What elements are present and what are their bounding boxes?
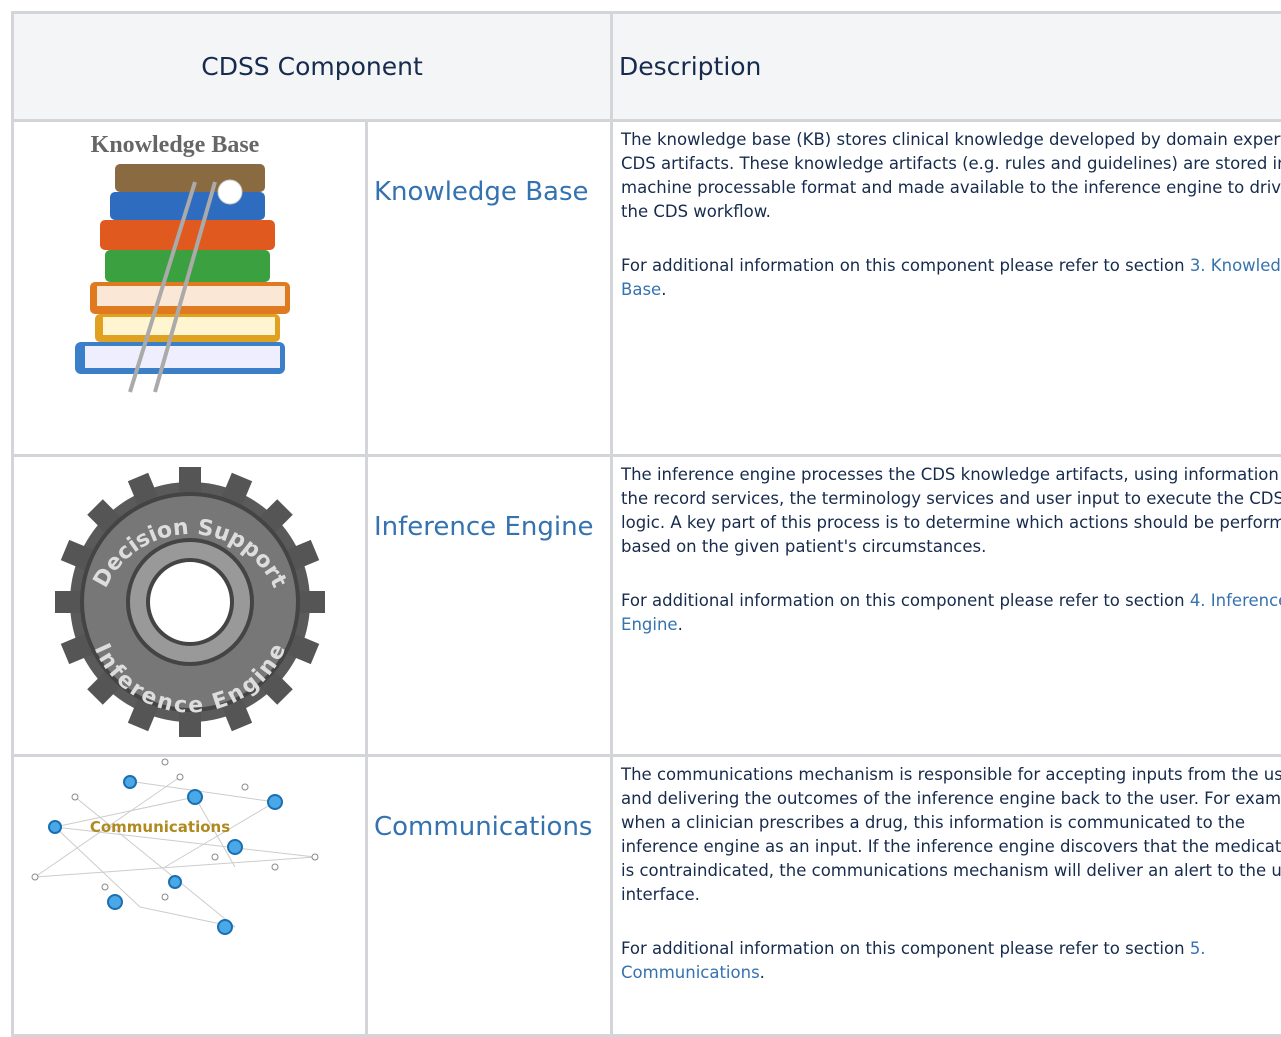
component-name: Communications	[367, 756, 612, 1036]
books-image: Knowledge Base	[15, 122, 365, 422]
row: Knowledge Base Knowledge Base The knowle…	[13, 121, 1281, 456]
row: Decision Support Inference Engine Infere…	[13, 456, 1281, 756]
reference-text: For additional information on this compo…	[621, 256, 1190, 275]
component-table: CDSS Component Description Knowledge Bas…	[11, 11, 1281, 1037]
description-cell: The communications mechanism is responsi…	[612, 756, 1281, 1036]
image-cell: Knowledge Base	[13, 121, 367, 456]
description-cell: The inference engine processes the CDS k…	[612, 456, 1281, 756]
reference-text: For additional information on this compo…	[621, 939, 1190, 958]
image-text: Knowledge Base	[90, 132, 259, 158]
image-text: Communications	[89, 818, 229, 836]
header-row: CDSS Component Description	[13, 13, 1281, 121]
reference-end: .	[661, 280, 666, 299]
reference-end: .	[760, 963, 765, 982]
header-cell: Description	[612, 13, 1281, 121]
gear-image: Decision Support Inference Engine	[15, 457, 365, 747]
network-image: Communications	[15, 757, 365, 957]
reference: For additional information on this compo…	[621, 589, 1281, 637]
image-cell: Communications	[13, 756, 367, 1036]
reference-end: .	[678, 615, 683, 634]
row: Communications Communications The commun…	[13, 756, 1281, 1036]
reference: For additional information on this compo…	[621, 937, 1281, 985]
header-cell: CDSS Component	[13, 13, 612, 121]
description: The inference engine processes the CDS k…	[621, 463, 1281, 559]
image-cell: Decision Support Inference Engine	[13, 456, 367, 756]
description: The communications mechanism is responsi…	[621, 763, 1281, 907]
reference: For additional information on this compo…	[621, 254, 1281, 302]
description-cell: The knowledge base (KB) stores clinical …	[612, 121, 1281, 456]
component-name: Knowledge Base	[367, 121, 612, 456]
reference-text: For additional information on this compo…	[621, 591, 1190, 610]
description: The knowledge base (KB) stores clinical …	[621, 128, 1281, 224]
component-name: Inference Engine	[367, 456, 612, 756]
